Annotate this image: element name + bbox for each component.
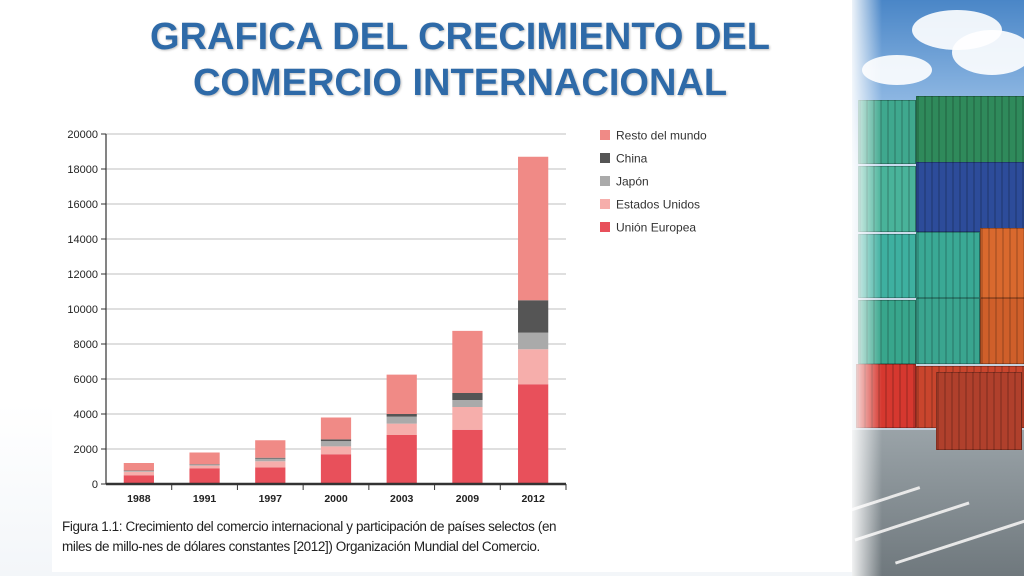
bar-segment-resto-del-mundo-1997 <box>255 440 286 458</box>
bar-segment-japón-2003 <box>386 416 417 424</box>
bars <box>123 156 549 484</box>
y-tick-label: 0 <box>92 479 98 491</box>
bar-segment-unión-europea-2009 <box>452 429 483 484</box>
legend: Resto del mundo China Japón Estados Unidos U… <box>600 129 707 235</box>
y-tick-label: 6000 <box>74 374 98 386</box>
legend-swatch <box>600 130 610 140</box>
bar-segment-estados-unidos-2003 <box>386 423 417 435</box>
y-tick-label: 10000 <box>67 304 98 316</box>
legend-swatch <box>600 176 610 186</box>
y-tick-label: 2000 <box>74 444 98 456</box>
legend-label: Estados Unidos <box>616 198 700 212</box>
bar-segment-china-2009 <box>452 393 483 400</box>
x-tick-label: 1997 <box>259 493 283 505</box>
bar-segment-estados-unidos-1988 <box>123 471 154 476</box>
legend-swatch <box>600 222 610 232</box>
x-tick-label: 1988 <box>127 493 151 505</box>
bar-segment-estados-unidos-2009 <box>452 407 483 430</box>
bar-segment-resto-del-mundo-2012 <box>518 156 549 301</box>
stacked-bar-chart: 0 2000 4000 6000 8000 10000 12000 14000 16000 180… <box>67 129 707 506</box>
bar-segment-china-2000 <box>320 439 352 442</box>
legend-label: China <box>616 152 648 166</box>
bar-segment-japón-1988 <box>123 470 154 472</box>
y-tick-label: 12000 <box>67 269 98 281</box>
y-tick-label: 8000 <box>74 339 98 351</box>
bar-segment-japón-1997 <box>255 458 286 462</box>
bar-segment-unión-europea-1988 <box>123 475 154 484</box>
photo-edge-fade <box>852 0 882 576</box>
x-tick-label: 2012 <box>521 493 545 505</box>
bar-segment-resto-del-mundo-2000 <box>320 417 352 440</box>
x-tick-label: 1991 <box>193 493 217 505</box>
bar-segment-unión-europea-2012 <box>518 384 549 484</box>
bar-segment-japón-2009 <box>452 400 483 407</box>
y-tick-label: 20000 <box>67 129 98 141</box>
bar-segment-china-1997 <box>255 457 286 459</box>
bar-segment-estados-unidos-1991 <box>189 465 220 469</box>
figure-caption: Figura 1.1: Crecimiento del comercio int… <box>62 519 557 554</box>
bar-segment-resto-del-mundo-2003 <box>386 374 417 414</box>
bar-segment-unión-europea-1997 <box>255 467 286 484</box>
bar-segment-china-2003 <box>386 414 417 417</box>
bar-segment-resto-del-mundo-1991 <box>189 452 220 465</box>
x-tick-label: 2003 <box>390 493 414 505</box>
bar-segment-resto-del-mundo-1988 <box>123 463 154 471</box>
x-tick-label: 2000 <box>324 493 348 505</box>
legend-swatch <box>600 199 610 209</box>
legend-swatch <box>600 153 610 163</box>
y-tick-label: 16000 <box>67 199 98 211</box>
axes: 0 2000 4000 6000 8000 10000 12000 14000 16000 180… <box>67 129 567 505</box>
bar-segment-unión-europea-2003 <box>386 435 417 484</box>
bar-segment-china-2012 <box>518 300 549 333</box>
slide-title: GRAFICA DEL CRECIMIENTO DEL COMERCIO INT… <box>150 16 770 104</box>
bar-segment-unión-europea-1991 <box>189 468 220 484</box>
bar-segment-estados-unidos-1997 <box>255 461 286 468</box>
y-tick-label: 18000 <box>67 164 98 176</box>
bar-segment-china-1991 <box>189 464 220 465</box>
chart-panel: 0 2000 4000 6000 8000 10000 12000 14000 16000 180… <box>52 112 852 572</box>
legend-label: Resto del mundo <box>616 129 707 143</box>
bar-segment-estados-unidos-2000 <box>320 446 352 455</box>
legend-label: Unión Europea <box>616 221 696 235</box>
bar-segment-estados-unidos-2012 <box>518 349 549 385</box>
bar-segment-unión-europea-2000 <box>320 454 352 484</box>
bar-segment-japón-2000 <box>320 441 352 447</box>
x-tick-label: 2009 <box>456 493 480 505</box>
bar-segment-resto-del-mundo-2009 <box>452 330 483 393</box>
bar-segment-japón-2012 <box>518 332 549 350</box>
y-tick-label: 4000 <box>74 409 98 421</box>
y-tick-label: 14000 <box>67 234 98 246</box>
bar-segment-japón-1991 <box>189 464 220 466</box>
legend-label: Japón <box>616 175 649 189</box>
